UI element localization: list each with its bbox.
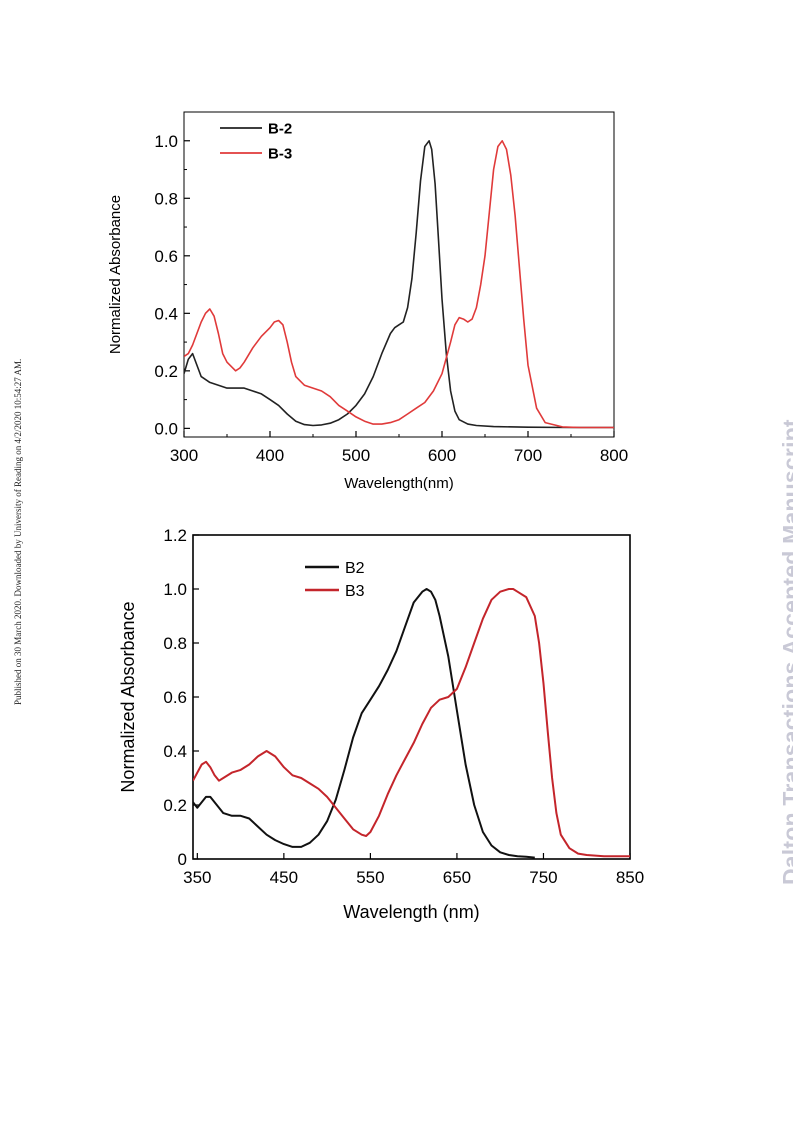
x-tick-label: 750 <box>529 868 557 887</box>
series-line-b3 <box>193 588 630 858</box>
y-tick-label: 0.4 <box>154 304 178 323</box>
x-tick-label: 600 <box>428 446 456 465</box>
x-tick-label: 300 <box>170 446 198 465</box>
series-line-b-3 <box>184 140 614 429</box>
y-tick-label: 1.0 <box>163 580 187 599</box>
y-tick-label: 0.2 <box>154 362 178 381</box>
y-tick-label: 0.8 <box>163 634 187 653</box>
x-tick-label: 450 <box>270 868 298 887</box>
x-tick-label: 500 <box>342 446 370 465</box>
y-axis-label: Normalized Absorbance <box>107 195 124 354</box>
y-tick-label: 0.8 <box>154 189 178 208</box>
y-tick-label: 0.4 <box>163 742 187 761</box>
x-tick-label: 400 <box>256 446 284 465</box>
y-axis-label: Normalized Absorbance <box>118 601 138 792</box>
legend-label-b-2: B-2 <box>268 120 292 137</box>
x-tick-label: 800 <box>600 446 628 465</box>
y-tick-label: 0.6 <box>154 247 178 266</box>
y-tick-label: 0.0 <box>154 419 178 438</box>
y-tick-label: 0.6 <box>163 688 187 707</box>
y-tick-label: 0.2 <box>163 796 187 815</box>
legend-label-b2: B2 <box>345 560 365 577</box>
x-axis-label: Wavelength(nm) <box>344 475 453 492</box>
legend-label-b3: B3 <box>345 583 365 600</box>
absorbance-chart-top: 300 400 500 600 700 800 0.0 0.2 0.4 0.6 0.8 1.0 Wave… <box>107 111 628 492</box>
plot-frame <box>192 534 631 860</box>
x-tick-label: 350 <box>183 868 211 887</box>
y-tick-label: 1.2 <box>163 526 187 545</box>
series-line-b-2 <box>184 140 614 429</box>
x-tick-label: 650 <box>443 868 471 887</box>
legend-label-b-3: B-3 <box>268 145 292 162</box>
x-tick-label: 700 <box>514 446 542 465</box>
x-tick-label: 550 <box>356 868 384 887</box>
series-line-b2 <box>193 588 535 859</box>
x-tick-label: 850 <box>616 868 644 887</box>
y-tick-label: 0 <box>178 850 187 869</box>
x-axis-label: Wavelength (nm) <box>343 902 479 922</box>
y-tick-label: 1.0 <box>154 132 178 151</box>
